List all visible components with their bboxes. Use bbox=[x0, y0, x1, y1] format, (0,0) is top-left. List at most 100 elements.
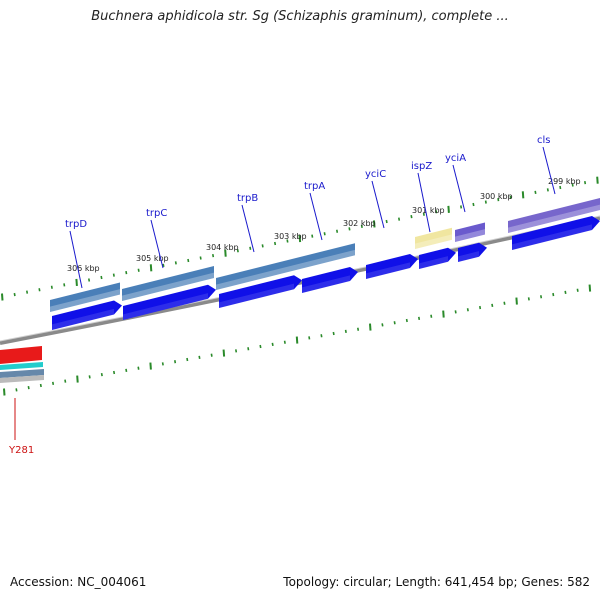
scale-tick bbox=[26, 290, 29, 294]
inner-scale-tick bbox=[149, 362, 152, 370]
scale-tick bbox=[38, 288, 41, 292]
operon-trpD-sheen bbox=[50, 289, 120, 312]
inner-scale-tick bbox=[295, 336, 299, 344]
inner-scale-tick bbox=[357, 327, 360, 331]
gene-labels: 306 kbp 305 kbp 304 kbp 303 kbp 302 kbp 301 k… bbox=[8, 135, 581, 456]
snp-label: Y281 bbox=[8, 445, 34, 456]
cds-trpD-shade bbox=[52, 308, 114, 330]
scale-tick bbox=[435, 210, 438, 214]
cds-trpA-shade bbox=[302, 275, 350, 293]
inner-scale-tick bbox=[442, 310, 445, 318]
scale-tick bbox=[311, 234, 314, 238]
gene-leader-trpA bbox=[309, 192, 323, 241]
operon-trpB-trpA bbox=[216, 243, 355, 290]
scale-tick bbox=[348, 227, 351, 231]
cds-yciC-shade bbox=[366, 262, 410, 279]
cds-cls-shade bbox=[512, 224, 592, 250]
inner-scale-tick bbox=[161, 362, 164, 366]
cds-ispZ bbox=[419, 247, 456, 269]
scale-tick bbox=[298, 235, 302, 243]
scale-tick bbox=[125, 271, 128, 275]
scale-label: 304 kbp bbox=[206, 243, 239, 252]
inner-scale-tick bbox=[100, 373, 103, 377]
scale-tick bbox=[472, 202, 475, 207]
scale-ticks bbox=[1, 176, 599, 396]
gene-label-yciA: yciA bbox=[445, 153, 466, 164]
inner-scale-tick bbox=[247, 347, 250, 351]
inner-scale-tick bbox=[88, 375, 91, 379]
inner-scale-tick bbox=[3, 388, 6, 396]
scale-tick bbox=[410, 215, 413, 219]
inner-scale-tick bbox=[332, 331, 335, 336]
gene-leader-trpB bbox=[241, 204, 255, 253]
cds-trpD bbox=[52, 300, 122, 330]
inner-scale-tick bbox=[552, 292, 555, 297]
scale-tick bbox=[100, 275, 103, 280]
feature-ispZ bbox=[415, 227, 452, 249]
gene-label-cls: cls bbox=[537, 135, 551, 146]
scale-tick bbox=[286, 239, 289, 243]
scale-label: 301 kbp bbox=[412, 206, 445, 215]
gene-label-trpD: trpD bbox=[65, 219, 87, 230]
snp-feature-grey bbox=[0, 375, 44, 383]
inner-scale-tick bbox=[235, 349, 238, 353]
inner-scale-tick bbox=[308, 336, 311, 340]
gene-leader-trpD bbox=[69, 230, 83, 289]
inner-scale-tick bbox=[405, 318, 408, 323]
inner-scale-tick bbox=[527, 297, 530, 301]
scale-tick bbox=[460, 205, 463, 209]
scale-label: 305 kbp bbox=[136, 254, 169, 263]
scale-tick bbox=[484, 200, 487, 204]
inner-scale-tick bbox=[381, 323, 384, 327]
feature-ispZ-sheen bbox=[415, 234, 452, 249]
scale-label: 299 kbp bbox=[548, 177, 581, 186]
inner-scale-tick bbox=[393, 321, 396, 325]
scale-tick bbox=[385, 219, 388, 224]
inner-scale-tick bbox=[564, 290, 567, 295]
inner-scale-tick bbox=[588, 284, 592, 292]
feature-cls-sheen bbox=[508, 204, 600, 233]
scale-tick bbox=[447, 205, 450, 213]
cds-cls bbox=[512, 216, 600, 250]
cds-trpB bbox=[219, 275, 302, 308]
gene-label-trpB: trpB bbox=[237, 193, 258, 204]
scale-tick bbox=[521, 191, 525, 199]
feature-tracks bbox=[0, 198, 600, 383]
operon-trpC bbox=[122, 266, 214, 301]
scale-tick bbox=[422, 212, 425, 216]
inner-scale-tick bbox=[491, 303, 494, 308]
scale-tick bbox=[162, 263, 165, 267]
scale-tick bbox=[75, 278, 78, 286]
inner-scale-tick bbox=[418, 316, 421, 321]
cds-trpC-shade bbox=[123, 293, 208, 320]
inner-scale-tick bbox=[15, 388, 18, 392]
scale-tick bbox=[571, 183, 574, 187]
gene-leader-yciA bbox=[452, 164, 466, 213]
inner-scale-tick bbox=[515, 297, 518, 305]
scale-tick bbox=[323, 232, 326, 236]
scale-label: 300 kbp bbox=[480, 192, 513, 201]
topology-info: Topology: circular; Length: 641,454 bp; … bbox=[283, 575, 590, 589]
inner-scale-tick bbox=[39, 383, 42, 388]
gene-label-yciC: yciC bbox=[365, 169, 386, 180]
cds-ispZ-shade bbox=[419, 256, 448, 269]
cds-trpC bbox=[123, 284, 216, 320]
scale-label: 306 kbp bbox=[67, 264, 100, 273]
scale-tick bbox=[497, 197, 500, 202]
inner-scale-tick bbox=[137, 366, 140, 370]
snp-feature-red bbox=[0, 346, 42, 364]
operon-trpB-trpA-sheen bbox=[216, 249, 355, 290]
scale-tick bbox=[336, 229, 339, 233]
inner-scale-tick bbox=[52, 381, 55, 385]
inner-scale-tick bbox=[186, 357, 189, 362]
scale-tick bbox=[398, 217, 401, 221]
scale-tick bbox=[112, 273, 115, 277]
inner-scale-tick bbox=[27, 386, 30, 390]
scale-tick bbox=[559, 185, 562, 190]
snp-feature-cyan bbox=[0, 362, 43, 370]
inner-scale-tick bbox=[540, 295, 543, 299]
inner-scale-tick bbox=[113, 370, 116, 375]
scale-tick bbox=[174, 261, 177, 265]
genome-title: Buchnera aphidicola str. Sg (Schizaphis … bbox=[91, 9, 509, 24]
